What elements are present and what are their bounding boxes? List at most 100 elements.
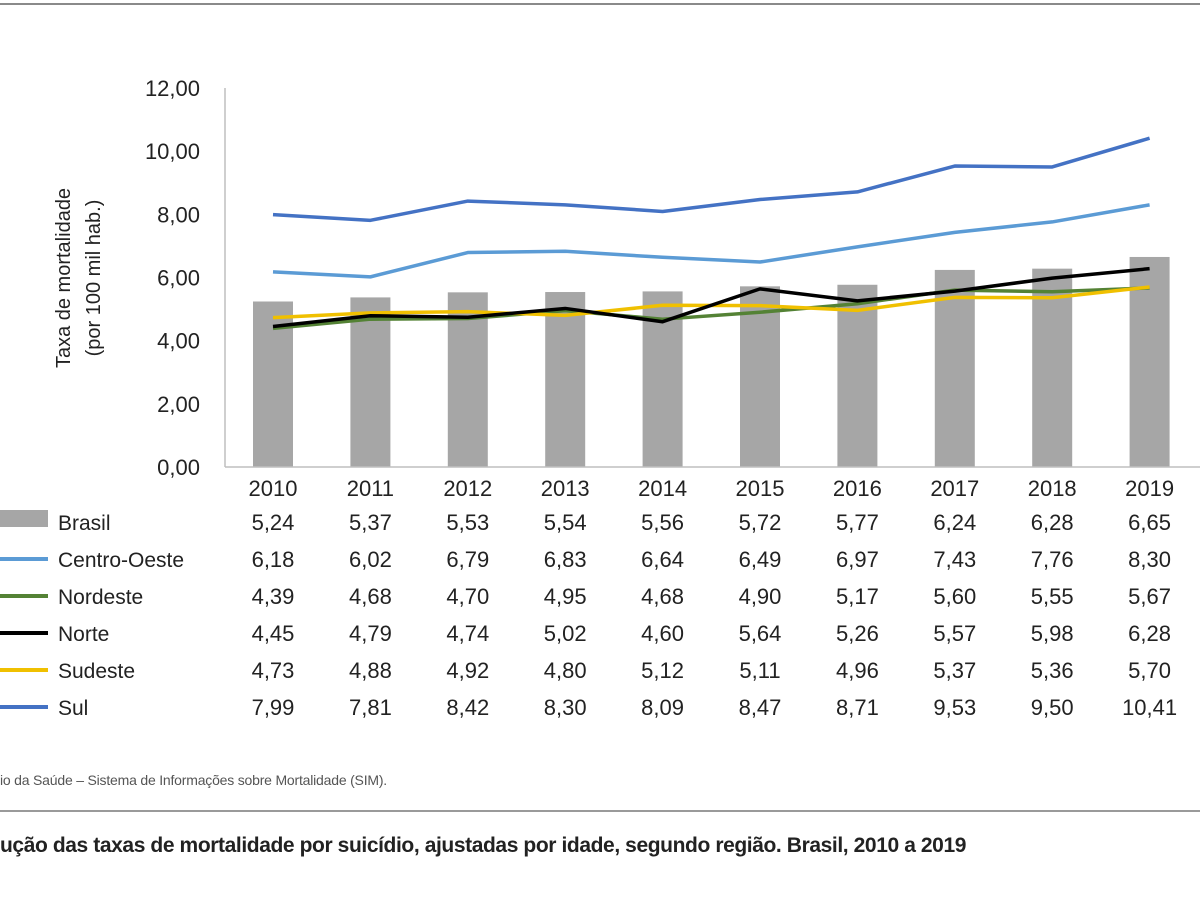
data-label-sul: 7,99 <box>252 695 295 720</box>
source-note: io da Saúde – Sistema de Informações sob… <box>0 772 387 788</box>
data-label-sudeste: 4,92 <box>446 658 489 683</box>
y-tick-label: 0,00 <box>157 455 200 480</box>
y-tick-label: 12,00 <box>145 76 200 101</box>
bar-brasil <box>447 292 488 467</box>
data-label-norte: 5,02 <box>544 621 587 646</box>
y-tick-label: 6,00 <box>157 266 200 291</box>
data-label-centro-oeste: 6,64 <box>641 547 684 572</box>
bar-brasil <box>1032 268 1073 467</box>
data-label-centro-oeste: 6,97 <box>836 547 879 572</box>
data-label-centro-oeste: 6,02 <box>349 547 392 572</box>
data-label-sudeste: 5,37 <box>933 658 976 683</box>
data-label-norte: 5,57 <box>933 621 976 646</box>
bar-brasil <box>740 286 780 467</box>
data-label-sudeste: 5,36 <box>1031 658 1074 683</box>
data-label-brasil: 6,65 <box>1128 510 1171 535</box>
y-axis-ticks: 0,00 2,00 4,00 6,00 8,00 10,00 12,00 <box>145 76 200 480</box>
data-label-sudeste: 4,88 <box>349 658 392 683</box>
data-label-sul: 9,50 <box>1031 695 1074 720</box>
data-label-sul: 8,71 <box>836 695 879 720</box>
data-label-sudeste: 4,96 <box>836 658 879 683</box>
data-label-nordeste: 5,60 <box>933 584 976 609</box>
data-label-centro-oeste: 6,79 <box>446 547 489 572</box>
x-tick-label: 2016 <box>833 476 882 501</box>
data-label-brasil: 6,28 <box>1031 510 1074 535</box>
series-line-nordeste <box>272 286 1150 331</box>
y-tick-label: 4,00 <box>157 329 200 354</box>
legend-key-brasil <box>0 510 48 527</box>
data-label-sul: 9,53 <box>933 695 976 720</box>
bar-brasil <box>253 301 293 467</box>
data-label-brasil: 5,77 <box>836 510 879 535</box>
caption-rule <box>0 810 1200 812</box>
data-label-brasil: 5,72 <box>739 510 782 535</box>
mortality-chart: Taxa de mortalidade (por 100 mil hab.) 0… <box>0 76 1200 720</box>
x-tick-label: 2012 <box>443 476 492 501</box>
data-label-nordeste: 5,67 <box>1128 584 1171 609</box>
series-line-norte <box>272 266 1150 329</box>
data-label-nordeste: 5,55 <box>1031 584 1074 609</box>
data-label-centro-oeste: 6,83 <box>544 547 587 572</box>
bar-brasil <box>1129 256 1170 467</box>
data-label-brasil: 5,53 <box>446 510 489 535</box>
data-label-norte: 4,45 <box>252 621 295 646</box>
data-label-sul: 10,41 <box>1122 695 1177 720</box>
y-tick-label: 8,00 <box>157 202 200 227</box>
data-label-brasil: 5,24 <box>252 510 295 535</box>
data-label-brasil: 5,54 <box>544 510 587 535</box>
data-label-norte: 4,60 <box>641 621 684 646</box>
data-label-brasil: 5,56 <box>641 510 684 535</box>
data-label-nordeste: 4,90 <box>739 584 782 609</box>
lines-group <box>272 136 1151 331</box>
y-tick-label: 10,00 <box>145 139 200 164</box>
data-label-sudeste: 4,73 <box>252 658 295 683</box>
data-label-centro-oeste: 7,43 <box>933 547 976 572</box>
data-label-brasil: 5,37 <box>349 510 392 535</box>
y-axis-label-line2: (por 100 mil hab.) <box>83 200 105 357</box>
x-tick-label: 2018 <box>1028 476 1077 501</box>
top-rule <box>0 3 1200 5</box>
bar-brasil <box>350 297 391 467</box>
data-label-sul: 7,81 <box>349 695 392 720</box>
series-line-centro-oeste <box>272 203 1150 279</box>
x-axis-ticks: 2010 2011 2012 2013 2014 2015 2016 2017 2018 2019 <box>249 476 1175 501</box>
x-tick-label: 2013 <box>541 476 590 501</box>
data-label-nordeste: 4,70 <box>446 584 489 609</box>
data-label-sudeste: 5,12 <box>641 658 684 683</box>
data-label-sudeste: 5,11 <box>739 658 780 683</box>
data-label-norte: 5,64 <box>739 621 782 646</box>
data-label-sul: 8,42 <box>446 695 489 720</box>
data-label-nordeste: 4,95 <box>544 584 587 609</box>
data-label-norte: 5,26 <box>836 621 879 646</box>
data-label-norte: 4,74 <box>446 621 489 646</box>
data-label-nordeste: 4,68 <box>641 584 684 609</box>
y-axis-label: Taxa de mortalidade (por 100 mil hab.) <box>53 188 105 368</box>
legend-label-brasil: Brasil <box>58 512 111 535</box>
data-label-centro-oeste: 6,49 <box>739 547 782 572</box>
data-label-nordeste: 4,68 <box>349 584 392 609</box>
data-label-norte: 6,28 <box>1128 621 1171 646</box>
series-line-sul <box>272 136 1151 223</box>
data-label-norte: 4,79 <box>349 621 392 646</box>
x-tick-label: 2011 <box>347 476 394 501</box>
legend-label-sudeste: Sudeste <box>58 660 135 683</box>
legend-label-centro-oeste: Centro-Oeste <box>58 549 184 572</box>
bars-group <box>253 256 1170 467</box>
data-label-sudeste: 5,70 <box>1128 658 1171 683</box>
y-axis-label-line1: Taxa de mortalidade <box>53 188 75 368</box>
data-label-brasil: 6,24 <box>933 510 976 535</box>
legend-label-norte: Norte <box>58 623 109 646</box>
figure-caption: ução das taxas de mortalidade por suicíd… <box>0 834 967 857</box>
legend-label-nordeste: Nordeste <box>58 586 143 609</box>
x-tick-label: 2019 <box>1125 476 1174 501</box>
data-label-norte: 5,98 <box>1031 621 1074 646</box>
data-table: Brasil 5,24 5,37 5,53 5,54 5,56 5,72 5,77 6,24 6,… <box>0 510 1177 720</box>
bar-brasil <box>545 292 586 467</box>
legend-label-sul: Sul <box>58 697 88 720</box>
data-label-nordeste: 5,17 <box>836 584 879 609</box>
x-tick-label: 2010 <box>249 476 298 501</box>
data-label-sul: 8,30 <box>544 695 587 720</box>
bar-brasil <box>837 284 878 467</box>
data-label-centro-oeste: 8,30 <box>1128 547 1171 572</box>
x-tick-label: 2017 <box>930 476 979 501</box>
